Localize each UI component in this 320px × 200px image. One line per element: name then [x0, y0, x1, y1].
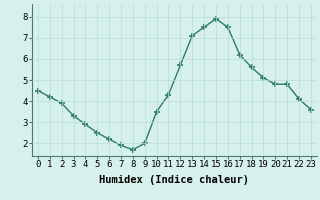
X-axis label: Humidex (Indice chaleur): Humidex (Indice chaleur) [100, 175, 249, 185]
